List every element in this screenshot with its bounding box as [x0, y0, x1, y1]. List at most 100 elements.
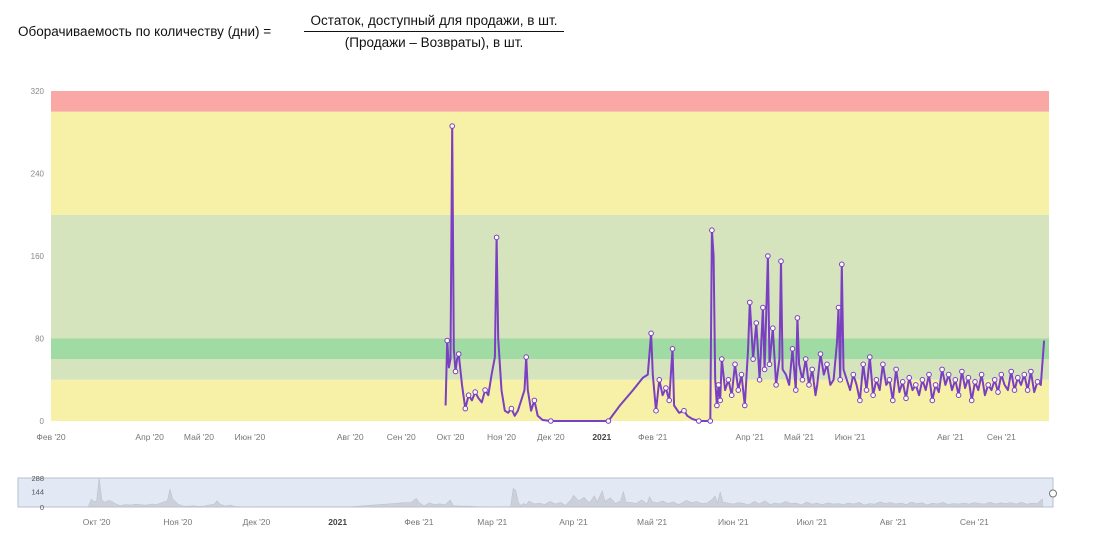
- navigator-x-tick-label: Фев '21: [404, 517, 433, 527]
- data-point-marker: [968, 397, 975, 404]
- navigator-x-tick-label: Май '21: [637, 517, 667, 527]
- navigator-handle[interactable]: [1049, 489, 1057, 498]
- data-point-marker: [761, 366, 768, 373]
- data-point-marker: [793, 387, 799, 393]
- data-point-marker: [995, 389, 1001, 395]
- navigator-x-tick-label: Апр '21: [559, 517, 588, 527]
- data-point-marker: [794, 315, 801, 321]
- data-point-marker: [455, 351, 462, 357]
- x-tick-label: Сен '20: [387, 432, 416, 442]
- y-tick-label: 160: [31, 252, 45, 261]
- data-point-marker: [462, 405, 469, 412]
- data-point-marker: [939, 366, 945, 373]
- data-point-marker: [817, 351, 824, 357]
- data-point-marker: [835, 304, 842, 311]
- data-point-marker: [707, 418, 714, 424]
- data-point-marker: [728, 392, 735, 399]
- x-tick-label: Май '20: [184, 432, 214, 442]
- data-point-marker: [753, 320, 760, 326]
- data-point-marker: [860, 361, 867, 368]
- x-tick-label: Окт '20: [437, 432, 465, 442]
- data-point-marker: [735, 387, 742, 393]
- data-point-marker: [773, 382, 779, 388]
- series-line: [444, 125, 1046, 422]
- plot-band-3: [51, 214, 1049, 339]
- data-point-marker: [799, 377, 806, 383]
- data-point-marker: [873, 377, 880, 383]
- navigator-x-tick-label: Сен '21: [960, 517, 989, 527]
- data-point-marker: [472, 389, 479, 395]
- data-point-marker: [656, 377, 663, 383]
- data-point-marker: [452, 368, 459, 375]
- data-point-marker: [666, 397, 673, 404]
- x-tick-label: Июн '20: [235, 432, 266, 442]
- data-point-marker: [903, 395, 909, 402]
- data-point-marker: [867, 354, 873, 360]
- navigator-x-tick-label: Мар '21: [477, 517, 507, 527]
- data-point-marker: [806, 382, 812, 388]
- data-point-marker: [508, 405, 515, 412]
- data-point-marker: [870, 392, 876, 399]
- data-point-marker: [696, 418, 702, 424]
- y-tick-label: 0: [40, 417, 45, 426]
- data-point-marker: [482, 387, 488, 393]
- data-point-marker: [893, 366, 899, 373]
- data-point-marker: [717, 397, 724, 404]
- turnover-line-chart: 0 80 160 240 320 Фев '20 Апр '20 Май '20 Июн '20…: [31, 87, 1049, 442]
- turnover-formula: Оборачиваемость по количеству (дни) = Ос…: [18, 12, 578, 52]
- data-point-marker: [863, 387, 870, 393]
- data-point-marker: [1008, 368, 1015, 375]
- data-point-marker: [952, 377, 959, 383]
- x-tick-label: Сен '21: [987, 432, 1016, 442]
- navigator-x-tick-label: Дек '20: [243, 517, 271, 527]
- data-point-marker: [465, 392, 472, 399]
- data-point-marker: [1011, 387, 1018, 393]
- formula-denominator: (Продажи – Возвраты), в шт.: [344, 35, 524, 50]
- x-tick-label: Авг '20: [337, 432, 364, 442]
- navigator-x-tick-label: Авг '21: [880, 517, 907, 527]
- navigator-x-tick-label: Июн '21: [718, 517, 749, 527]
- data-point-marker: [531, 397, 538, 404]
- data-point-marker: [857, 397, 863, 404]
- data-point-marker: [913, 382, 919, 388]
- x-tick-label: Апр '21: [736, 432, 765, 442]
- data-point-marker: [750, 356, 756, 362]
- data-point-marker: [926, 371, 932, 378]
- data-point-marker: [839, 261, 845, 268]
- data-point-marker: [886, 377, 893, 383]
- navigator-y-tick-label: 144: [31, 488, 44, 497]
- data-point-marker: [714, 402, 720, 409]
- x-tick-label: Фев '20: [36, 432, 65, 442]
- data-point-marker: [985, 382, 992, 388]
- x-tick-label: Апр '20: [135, 432, 164, 442]
- data-point-marker: [965, 374, 972, 381]
- data-point-marker: [906, 374, 913, 381]
- data-point-marker: [663, 385, 669, 391]
- data-point-marker: [955, 392, 962, 399]
- navigator-series: [88, 478, 1043, 508]
- data-point-marker: [444, 337, 451, 344]
- x-tick-label: Июн '21: [835, 432, 866, 442]
- data-point-marker: [1024, 387, 1031, 393]
- navigator-x-tick-label: Июл '21: [797, 517, 828, 527]
- data-point-marker: [978, 371, 985, 378]
- data-point-marker: [715, 382, 722, 388]
- data-point-marker: [959, 368, 965, 375]
- data-point-marker: [824, 361, 830, 368]
- data-point-marker: [789, 346, 796, 352]
- data-point-marker: [850, 371, 857, 378]
- data-point-marker: [709, 227, 715, 233]
- plot-band-0: [51, 379, 1049, 421]
- data-point-marker: [1021, 371, 1028, 378]
- x-tick-label: 2021: [592, 432, 611, 442]
- data-point-marker: [929, 397, 936, 404]
- data-point-marker: [669, 346, 676, 352]
- data-point-marker: [919, 377, 926, 383]
- data-point-marker: [778, 258, 784, 265]
- data-point-marker: [837, 377, 844, 383]
- formula-numerator: Остаток, доступный для продажи, в шт.: [304, 12, 564, 32]
- plot-band-4: [51, 111, 1049, 215]
- navigator-x-tick-label: Окт '20: [83, 517, 111, 527]
- data-point-marker: [648, 330, 654, 337]
